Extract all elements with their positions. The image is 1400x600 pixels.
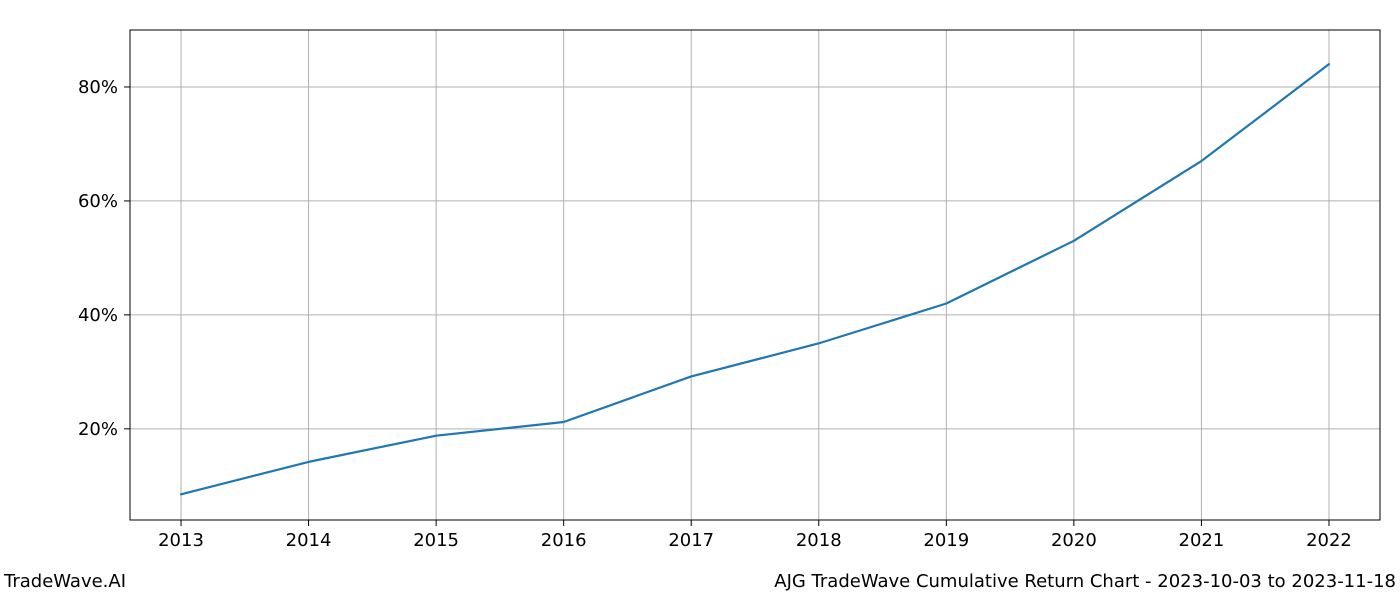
y-tick-label: 20%	[78, 419, 118, 440]
x-tick-label: 2014	[286, 530, 332, 551]
x-tick-label: 2022	[1306, 530, 1352, 551]
y-tick-label: 80%	[78, 77, 118, 98]
x-tick-label: 2016	[541, 530, 587, 551]
chart-bg	[0, 0, 1400, 600]
x-tick-label: 2018	[796, 530, 842, 551]
y-tick-label: 60%	[78, 191, 118, 212]
x-tick-label: 2017	[668, 530, 714, 551]
x-tick-label: 2013	[158, 530, 204, 551]
x-tick-label: 2019	[923, 530, 969, 551]
watermark-left: TradeWave.AI	[4, 571, 126, 592]
chart-container: 2013 2014 2015 2016 2017 2018 2019 2020 2021 2022…	[0, 0, 1400, 600]
line-chart: 2013 2014 2015 2016 2017 2018 2019 2020 2021 2022…	[0, 0, 1400, 600]
x-tick-label: 2020	[1051, 530, 1097, 551]
x-tick-label: 2015	[413, 530, 459, 551]
x-tick-label: 2021	[1179, 530, 1225, 551]
chart-caption: AJG TradeWave Cumulative Return Chart - …	[774, 571, 1396, 592]
y-tick-label: 40%	[78, 305, 118, 326]
